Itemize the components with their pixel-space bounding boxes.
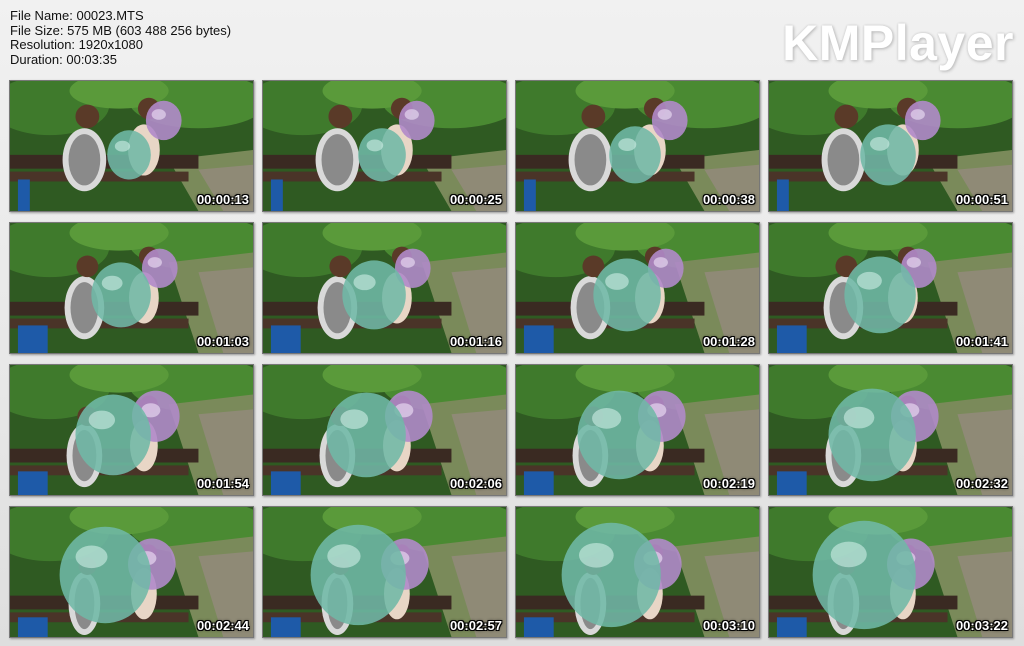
- thumbnail-frame[interactable]: 00:00:13: [9, 80, 254, 212]
- video-frame-image: [516, 507, 759, 637]
- video-frame-image: [10, 365, 253, 495]
- video-frame-image: [516, 223, 759, 353]
- timestamp-label: 00:02:32: [955, 476, 1008, 491]
- timestamp-label: 00:01:41: [955, 334, 1008, 349]
- thumbnail-frame[interactable]: 00:02:06: [262, 364, 507, 496]
- video-frame-image: [516, 365, 759, 495]
- timestamp-label: 00:02:44: [196, 618, 249, 633]
- timestamp-label: 00:03:10: [702, 618, 755, 633]
- video-frame-image: [263, 507, 506, 637]
- thumbnail-grid: 00:00:13 00:00:25 00:00:38 00:00:51 00:01:03…: [9, 80, 1013, 638]
- video-frame-image: [263, 81, 506, 211]
- thumbnail-frame[interactable]: 00:01:54: [9, 364, 254, 496]
- timestamp-label: 00:00:51: [955, 192, 1008, 207]
- timestamp-label: 00:02:57: [449, 618, 502, 633]
- timestamp-label: 00:00:13: [196, 192, 249, 207]
- resolution: Resolution: 1920x1080: [10, 37, 143, 53]
- thumbnail-frame[interactable]: 00:00:51: [768, 80, 1013, 212]
- timestamp-label: 00:01:28: [702, 334, 755, 349]
- thumbnail-frame[interactable]: 00:01:03: [9, 222, 254, 354]
- thumbnail-frame[interactable]: 00:02:19: [515, 364, 760, 496]
- timestamp-label: 00:00:25: [449, 192, 502, 207]
- timestamp-label: 00:03:22: [955, 618, 1008, 633]
- video-frame-image: [263, 365, 506, 495]
- video-frame-image: [769, 223, 1012, 353]
- timestamp-label: 00:02:19: [702, 476, 755, 491]
- video-frame-image: [769, 507, 1012, 637]
- thumbnail-frame[interactable]: 00:02:32: [768, 364, 1013, 496]
- thumbnail-frame[interactable]: 00:01:28: [515, 222, 760, 354]
- video-frame-image: [263, 223, 506, 353]
- duration: Duration: 00:03:35: [10, 51, 117, 67]
- video-frame-image: [769, 365, 1012, 495]
- file-info: File Name: 00023.MTS File Size: 575 MB (…: [10, 8, 232, 67]
- thumbnail-frame[interactable]: 00:02:57: [262, 506, 507, 638]
- video-frame-image: [10, 507, 253, 637]
- thumbnail-frame[interactable]: 00:03:22: [768, 506, 1013, 638]
- video-frame-image: [769, 81, 1012, 211]
- video-frame-image: [10, 223, 253, 353]
- thumbnail-frame[interactable]: 00:00:25: [262, 80, 507, 212]
- file-name: File Name: 00023.MTS: [10, 8, 144, 23]
- timestamp-label: 00:01:03: [196, 334, 249, 349]
- thumbnail-frame[interactable]: 00:03:10: [515, 506, 760, 638]
- thumbnail-frame[interactable]: 00:02:44: [9, 506, 254, 638]
- file-size: File Size: 575 MB (603 488 256 bytes): [10, 22, 232, 38]
- thumbnail-frame[interactable]: 00:01:41: [768, 222, 1013, 354]
- timestamp-label: 00:01:54: [196, 476, 249, 491]
- timestamp-label: 00:02:06: [449, 476, 502, 491]
- video-frame-image: [10, 81, 253, 211]
- thumbnail-frame[interactable]: 00:00:38: [515, 80, 760, 212]
- kmplayer-logo: KMPlayer: [782, 15, 1014, 71]
- timestamp-label: 00:01:16: [449, 334, 502, 349]
- timestamp-label: 00:00:38: [702, 192, 755, 207]
- video-frame-image: [516, 81, 759, 211]
- thumbnail-frame[interactable]: 00:01:16: [262, 222, 507, 354]
